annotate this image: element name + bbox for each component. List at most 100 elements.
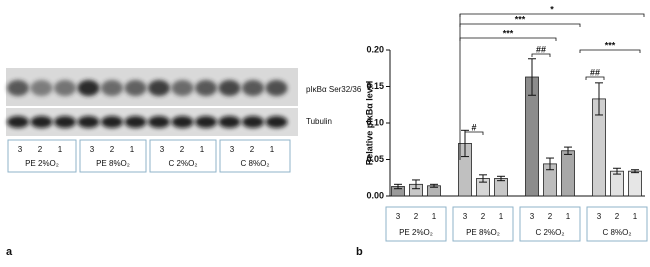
blot-band	[218, 116, 241, 128]
blot-band	[7, 116, 29, 128]
error-bar	[497, 175, 505, 182]
group-box	[586, 206, 648, 242]
group-box	[519, 206, 581, 242]
lane-label: 1	[58, 145, 63, 154]
blot-band	[218, 80, 241, 96]
x-tick-label: 3	[396, 212, 401, 221]
band-label: Tubulin	[306, 117, 332, 126]
x-tick-label: 3	[530, 212, 535, 221]
x-tick-label: 3	[463, 212, 468, 221]
band-label: pIκBα Ser32/36	[306, 85, 362, 94]
y-tick-label: 0.10	[366, 117, 384, 127]
blot-band	[54, 116, 76, 128]
blot-band	[195, 116, 217, 128]
lane-label: 2	[38, 145, 43, 154]
blot	[7, 80, 288, 128]
group-label: C 2%O₂	[536, 228, 565, 237]
blot-band	[77, 80, 100, 96]
significance-label: ***	[605, 40, 616, 50]
blot-band	[77, 116, 100, 128]
group-label: PE 2%O₂	[25, 159, 59, 168]
error-bar	[528, 58, 536, 96]
y-axis-label: Relative pIκBα level	[364, 81, 374, 166]
group-box	[385, 206, 447, 242]
error-bar	[412, 179, 420, 190]
error-bar	[613, 167, 621, 175]
bracket	[459, 23, 581, 27]
blot-band	[54, 80, 76, 96]
group-label: C 8%O₂	[603, 228, 632, 237]
error-bar	[394, 183, 402, 190]
lane-box	[219, 139, 291, 173]
blot-band	[171, 80, 194, 96]
error-bar	[631, 169, 639, 174]
blot-band	[265, 116, 288, 128]
blot-band	[30, 116, 53, 128]
blot-band	[242, 116, 264, 128]
lane-box	[79, 139, 147, 173]
x-tick-label: 3	[597, 212, 602, 221]
blot-band	[30, 80, 53, 96]
x-tick-label: 2	[548, 212, 553, 221]
panel-label: b	[356, 246, 363, 258]
bracket	[459, 13, 645, 17]
error-bar	[430, 183, 438, 188]
group-box	[452, 206, 514, 242]
x-tick-label: 2	[481, 212, 486, 221]
lane-label: 3	[18, 145, 23, 154]
x-tick-label: 2	[615, 212, 620, 221]
error-bar	[479, 174, 487, 183]
blot-band	[242, 80, 264, 96]
error-bar	[595, 82, 603, 116]
lane-label: 1	[200, 145, 205, 154]
significance-label: *	[550, 4, 554, 14]
significance-label: ##	[536, 44, 546, 54]
lane-label: 2	[110, 145, 115, 154]
bracket	[585, 76, 605, 80]
bar	[561, 150, 575, 197]
blot-band	[124, 80, 147, 96]
lane-label: 3	[90, 145, 95, 154]
bracket	[531, 53, 551, 57]
blot-band	[265, 80, 288, 96]
x-tick-label: 1	[499, 212, 504, 221]
blot-band	[101, 80, 123, 96]
blot-band	[101, 116, 123, 128]
blot-band	[124, 116, 147, 128]
panel-label: a	[6, 246, 13, 258]
lane-label: 2	[180, 145, 185, 154]
lane-box	[149, 139, 217, 173]
bracket	[464, 131, 484, 135]
significance-label: ***	[515, 14, 526, 24]
error-bar	[564, 146, 572, 155]
blot-band	[148, 116, 170, 128]
blot-band	[7, 80, 29, 96]
x-tick-label: 1	[566, 212, 571, 221]
bar	[628, 170, 642, 197]
lane-label: 3	[160, 145, 165, 154]
bar	[610, 170, 624, 197]
y-tick-label: 0.00	[366, 190, 384, 200]
bracket	[579, 49, 641, 53]
group-label: PE 8%O₂	[96, 159, 130, 168]
group-label: C 2%O₂	[169, 159, 198, 168]
group-label: C 8%O₂	[241, 159, 270, 168]
lane-label: 3	[230, 145, 235, 154]
error-bar	[546, 157, 554, 171]
lane-label: 2	[250, 145, 255, 154]
significance-label: #	[471, 122, 476, 132]
x-tick-label: 1	[633, 212, 638, 221]
lane-box	[7, 139, 77, 173]
lane-label: 1	[270, 145, 275, 154]
blot-band	[148, 80, 170, 96]
blot-band	[195, 80, 217, 96]
blot-band	[171, 116, 194, 128]
significance-label: ##	[590, 67, 600, 77]
significance-label: ***	[503, 28, 514, 38]
group-label: PE 2%O₂	[399, 228, 433, 237]
x-tick-label: 1	[432, 212, 437, 221]
y-tick-label: 0.15	[366, 81, 384, 91]
y-tick-label: 0.20	[366, 44, 384, 54]
lane-label: 1	[130, 145, 135, 154]
